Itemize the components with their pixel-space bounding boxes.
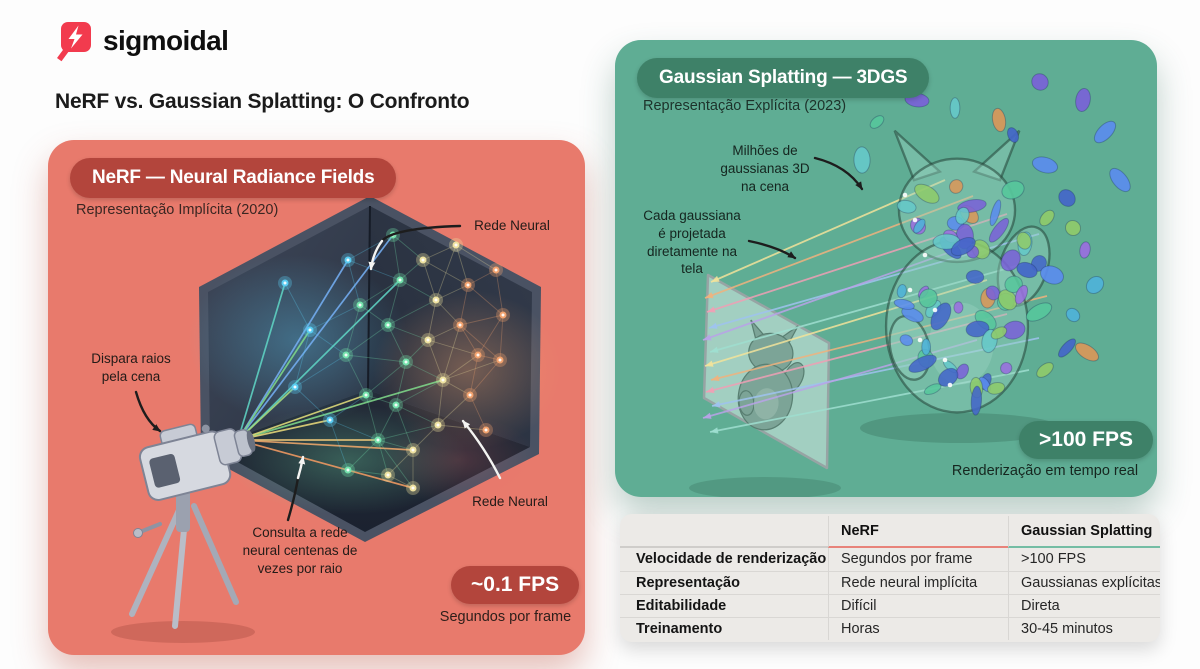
nerf-subtitle: Representação Implícita (2020) [76, 202, 279, 218]
table-header-gaussian-splatting: Gaussian Splatting [1008, 516, 1160, 548]
camera-tripod-illustration [111, 423, 256, 643]
neural-network [278, 228, 510, 495]
gaussian-splatting-illustration [689, 73, 1131, 497]
gs-title-badge: Gaussian Splatting — 3DGS [637, 58, 930, 98]
table-header-nerf: NeRF [828, 516, 1008, 548]
nerf-title-badge: NeRF — Neural Radiance Fields [70, 158, 397, 198]
cell-gaussian-splatting: 30-45 minutos [1008, 617, 1160, 640]
annotation-dispara-raios: Dispara raios pela cena [91, 351, 171, 384]
cell-nerf: Segundos por frame [828, 548, 1008, 571]
nerf-panel: NeRF — Neural Radiance Fields Representa… [48, 140, 585, 655]
gaussian-blobs [853, 73, 1131, 416]
annotation-rede-neural-bottom: Rede Neural [472, 494, 548, 509]
row-label: Treinamento [620, 617, 828, 640]
annotation-arrows [747, 156, 864, 260]
cat-shadow [860, 413, 1060, 443]
cell-nerf: Horas [828, 617, 1008, 640]
screen-shadow [689, 477, 841, 497]
table-row: Representação Rede neural implícita Gaus… [620, 571, 1160, 594]
gs-subtitle: Representação Explícita (2023) [643, 98, 847, 114]
gs-fps-badge: >100 FPS [1019, 421, 1153, 459]
cell-nerf: Rede neural implícita [828, 571, 1008, 594]
annotation-rede-neural-top: Rede Neural [474, 218, 550, 233]
table-row: Editabilidade Difícil Direta [620, 594, 1160, 617]
brand-name: sigmoidal [103, 25, 229, 56]
neural-cube [188, 196, 563, 542]
nerf-illustration [111, 196, 563, 643]
table-row: Treinamento Horas 30-45 minutos [620, 617, 1160, 640]
cell-gaussian-splatting: >100 FPS [1008, 548, 1160, 571]
cell-gaussian-splatting: Gaussianas explícitas [1008, 571, 1160, 594]
page-title: NeRF vs. Gaussian Splatting: O Confronto [55, 90, 470, 113]
brand: sigmoidal [55, 20, 229, 62]
sigmoidal-logo-icon [57, 22, 91, 62]
gs-fps-caption: Renderização em tempo real [951, 463, 1139, 479]
annotation-consulta-rede: Consulta a rede neural centenas de vezes… [242, 525, 358, 576]
gaussian-splatting-panel: Gaussian Splatting — 3DGS Representação … [615, 40, 1157, 497]
row-label: Velocidade de renderização [636, 551, 827, 567]
row-label: Representação [620, 571, 828, 594]
row-label: Editabilidade [620, 594, 828, 617]
cell-nerf: Difícil [828, 594, 1008, 617]
comparison-table: NeRF Gaussian Splatting Velocidade de re… [620, 514, 1160, 642]
annotation-arrows [134, 224, 502, 522]
projection-screen [702, 273, 831, 470]
nerf-fps-caption: Segundos por frame [439, 609, 572, 625]
annotation-milhoes-gaussianas: Milhões de gaussianas 3D na cena [720, 143, 810, 194]
table-corner-cell [620, 516, 828, 548]
nerf-fps-badge: ~0.1 FPS [451, 566, 580, 604]
cell-gaussian-splatting: Direta [1008, 594, 1160, 617]
annotation-cada-gaussiana: Cada gaussiana é projetada diretamente n… [643, 208, 741, 277]
table-row: Velocidade de renderização Segundos por … [620, 548, 1160, 571]
table-header-row: NeRF Gaussian Splatting [620, 516, 1160, 548]
